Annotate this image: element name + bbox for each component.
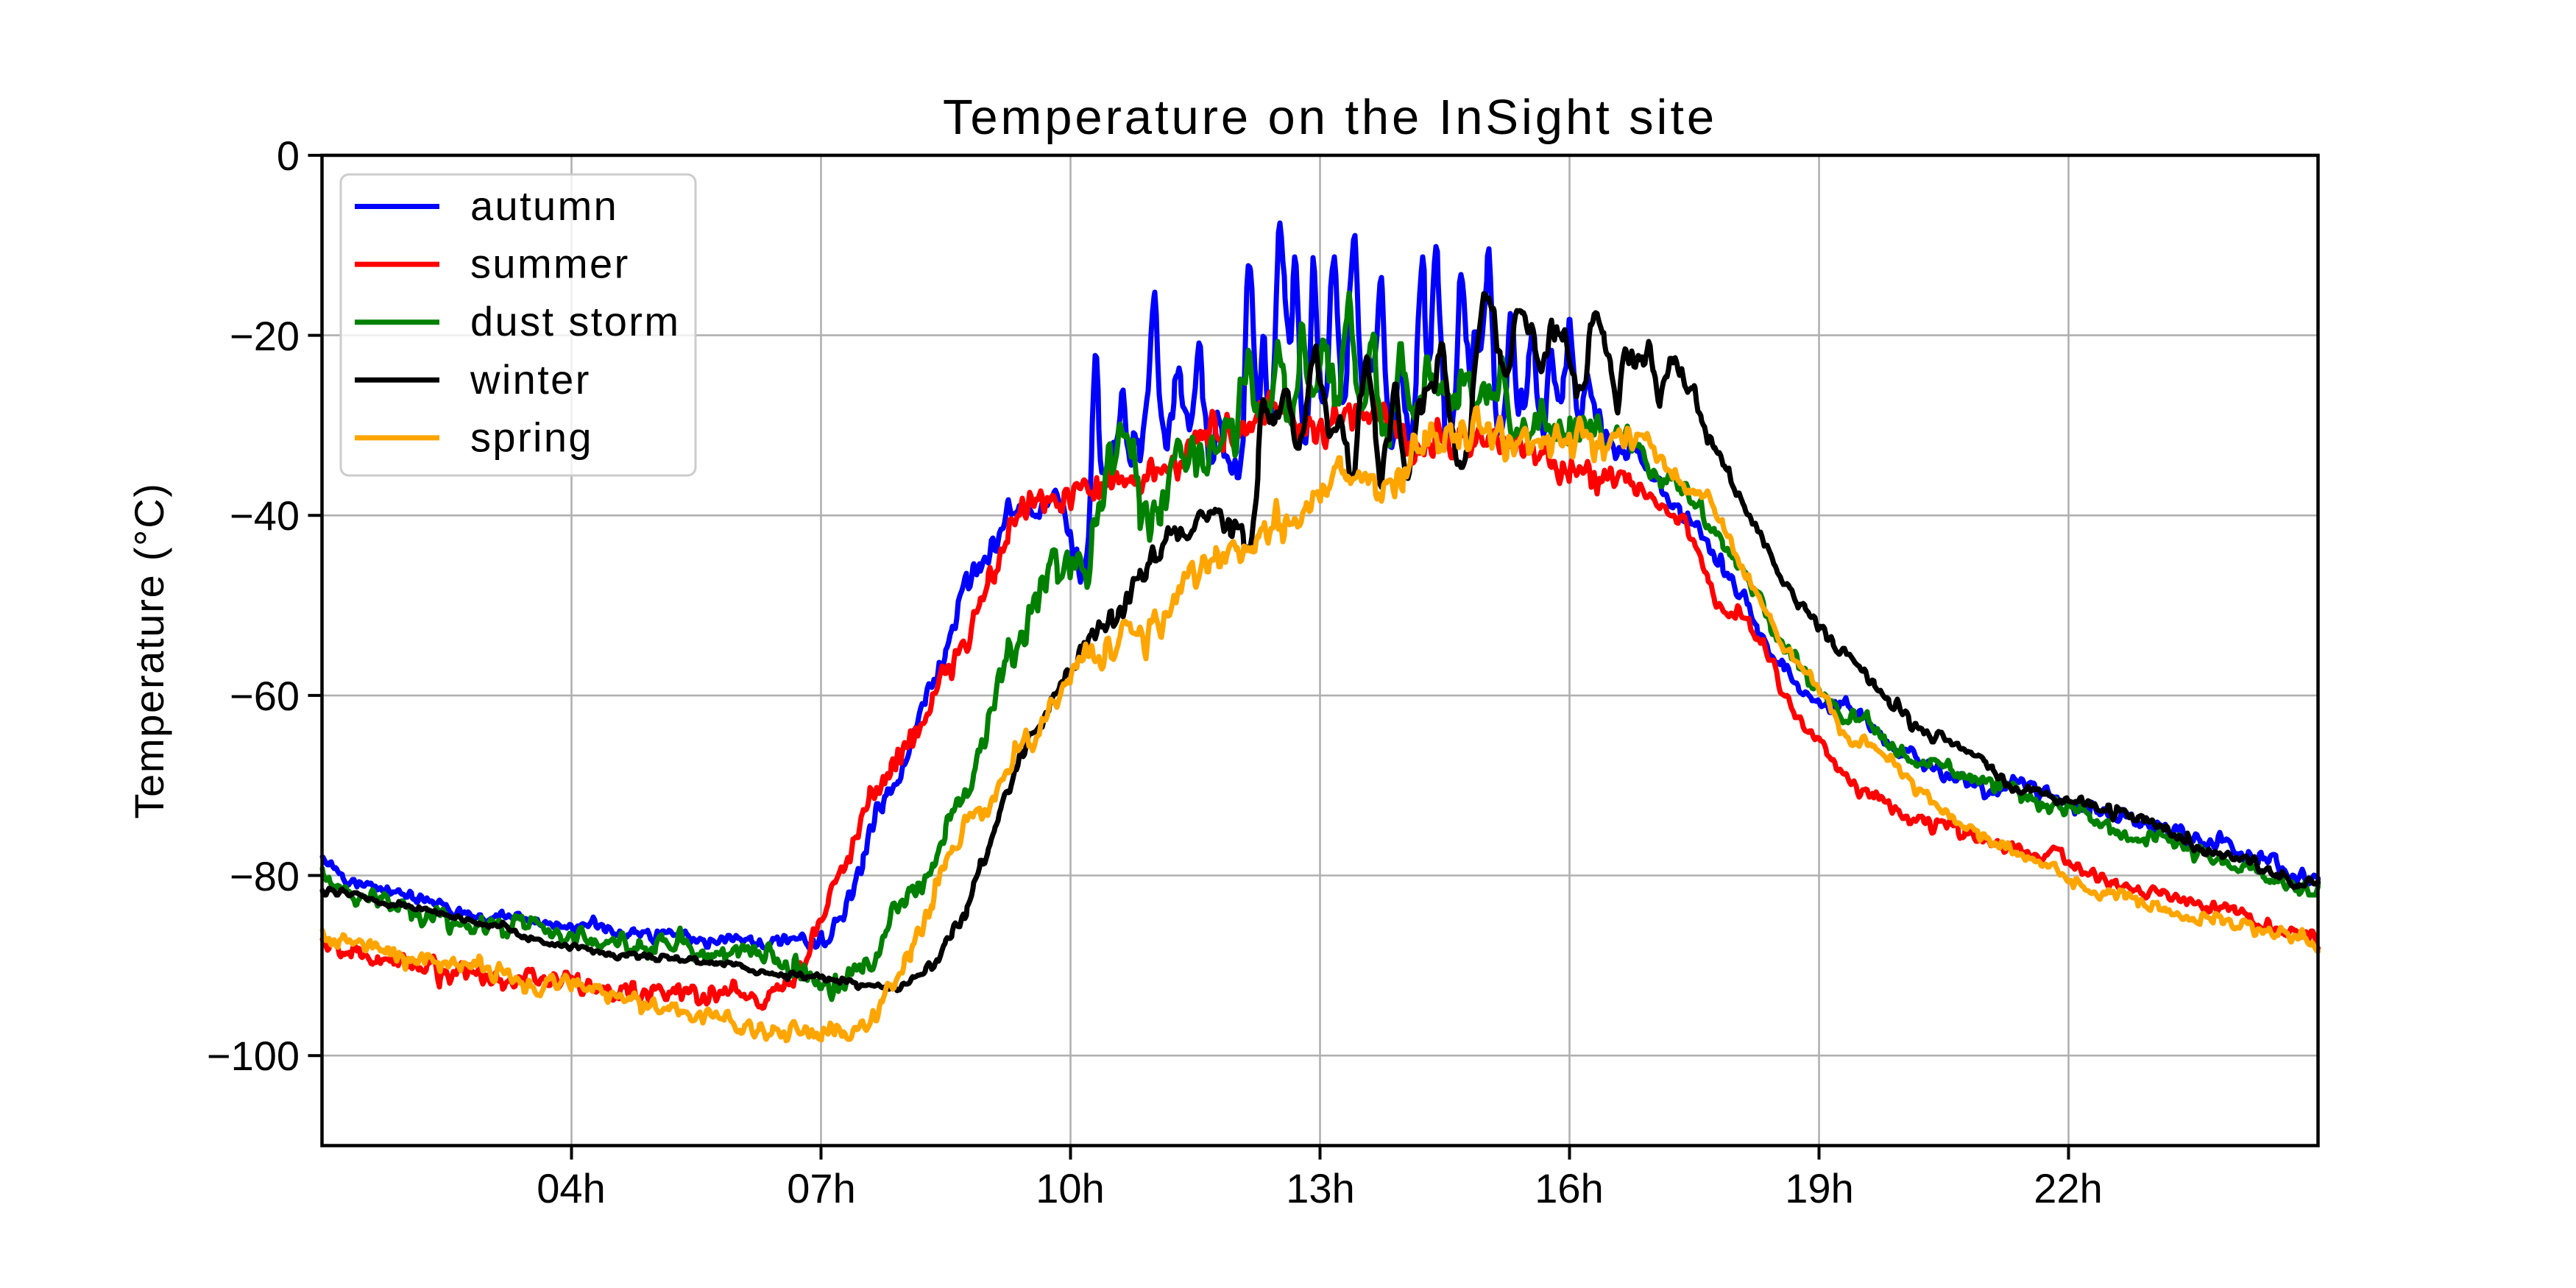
svg-text:summer: summer [470, 241, 630, 287]
svg-text:19h: 19h [1785, 1165, 1853, 1211]
svg-text:04h: 04h [537, 1165, 605, 1211]
svg-text:07h: 07h [787, 1165, 855, 1211]
svg-text:autumn: autumn [470, 183, 618, 229]
svg-text:winter: winter [470, 356, 591, 403]
svg-text:−100: −100 [207, 1033, 300, 1079]
svg-text:−20: −20 [230, 313, 300, 359]
svg-text:dust storm: dust storm [470, 298, 680, 344]
svg-text:−80: −80 [230, 853, 300, 899]
svg-text:22h: 22h [2034, 1165, 2102, 1211]
svg-text:Temperature on the InSight sit: Temperature on the InSight site [943, 90, 1717, 145]
svg-text:16h: 16h [1535, 1165, 1603, 1211]
svg-text:−40: −40 [230, 492, 300, 539]
svg-text:10h: 10h [1036, 1165, 1104, 1211]
svg-text:Temperature (°C): Temperature (°C) [126, 482, 172, 818]
svg-text:spring: spring [470, 414, 593, 460]
svg-text:−60: −60 [230, 673, 300, 719]
svg-text:13h: 13h [1286, 1165, 1354, 1211]
svg-text:0: 0 [277, 132, 300, 179]
